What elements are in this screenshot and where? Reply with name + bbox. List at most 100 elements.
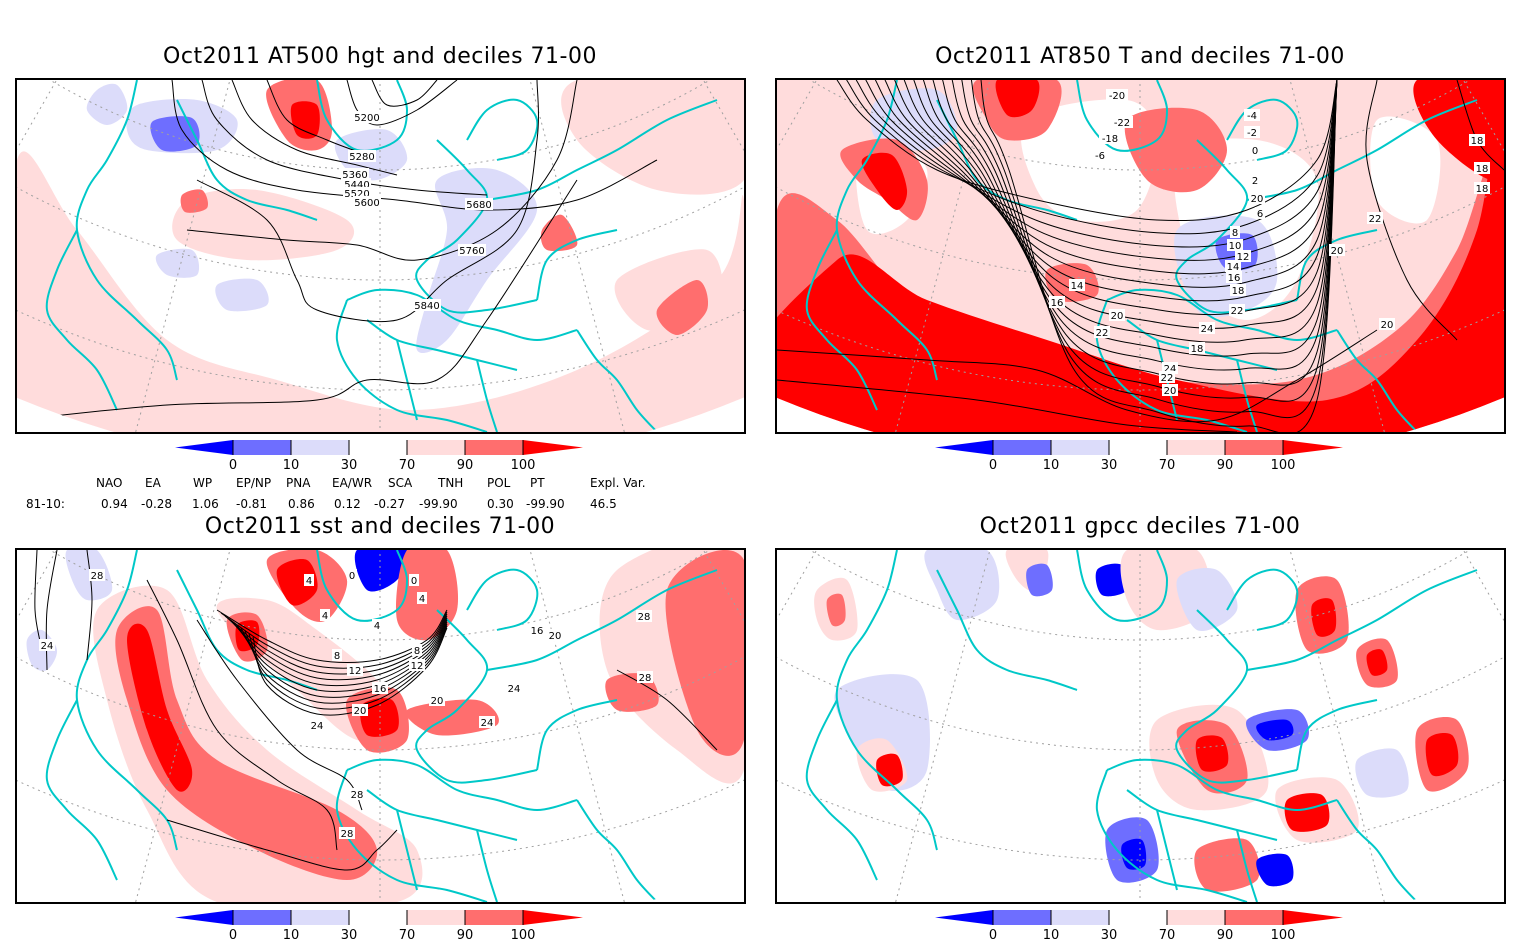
panel-title-t850: Oct2011 AT850 T and deciles 71-00 bbox=[935, 44, 1345, 69]
contour-line bbox=[980, 80, 1338, 432]
contour-line bbox=[777, 379, 1238, 432]
contour-label: 20 bbox=[354, 706, 367, 717]
coastline bbox=[366, 789, 518, 841]
contour-line bbox=[166, 819, 398, 871]
contour-label: 20 bbox=[1381, 320, 1394, 331]
decile-below-0-region bbox=[1256, 853, 1294, 887]
contour-line bbox=[855, 80, 1338, 248]
contour-label: 12 bbox=[349, 666, 362, 677]
map-layer bbox=[777, 550, 1504, 902]
contour-label-bg bbox=[1230, 284, 1246, 296]
decile-above-100-region bbox=[777, 80, 1504, 432]
coastline bbox=[536, 699, 618, 771]
contour-label-bg bbox=[1255, 207, 1265, 219]
contour-label-bg bbox=[1244, 126, 1260, 138]
coastline bbox=[1236, 829, 1258, 902]
decile-above-100-region bbox=[1284, 793, 1330, 832]
colorbar-tick-label: 100 bbox=[1271, 928, 1296, 942]
colorbar-tick-label: 0 bbox=[989, 458, 997, 473]
contour-label-bg bbox=[347, 664, 363, 676]
contour-label-bg bbox=[353, 196, 381, 208]
colorbar-tick-label: 0 bbox=[989, 928, 997, 942]
coastline bbox=[1095, 769, 1248, 902]
coastline bbox=[1246, 99, 1478, 201]
contour-label: 5440 bbox=[344, 180, 369, 191]
contour-label: 28 bbox=[639, 673, 652, 684]
colorbar-hgt500: 0 10 30 70 90 100 bbox=[175, 438, 595, 473]
decile-10-30-region bbox=[924, 550, 1000, 621]
colorbar-segment-above-100 bbox=[523, 440, 583, 455]
colorbar-segment-below-0 bbox=[175, 440, 233, 455]
coastline bbox=[415, 139, 538, 314]
teleconnection-header: PNA bbox=[286, 476, 311, 490]
map-panel-hgt500: 5200 5280 5360 5440 5520 5600 5680 5760 5840 bbox=[15, 78, 746, 434]
contour-label-bg bbox=[1199, 322, 1215, 334]
contour-label-bg bbox=[89, 569, 105, 581]
colorbar-segment-90-100 bbox=[1225, 440, 1283, 455]
graticule-parallel bbox=[17, 80, 744, 171]
coastline bbox=[536, 229, 618, 301]
contour-label-bg bbox=[352, 704, 368, 716]
contour-label-bg bbox=[1069, 279, 1085, 291]
contour-label: 24 bbox=[311, 721, 324, 732]
contour-label-bg bbox=[339, 827, 355, 839]
contour-label-bg bbox=[1225, 260, 1241, 272]
colorbar-segment-below-0 bbox=[935, 910, 993, 925]
contour-line bbox=[186, 80, 578, 261]
contour-label: 24 bbox=[1201, 324, 1214, 335]
contour-label-bg bbox=[529, 624, 545, 636]
colorbar-segment-10-30 bbox=[291, 440, 349, 455]
contour-line bbox=[777, 329, 1378, 423]
contour-line bbox=[922, 80, 1338, 343]
contour-line bbox=[970, 80, 1338, 419]
colorbar-tick-label: 30 bbox=[1101, 928, 1118, 942]
colorbar-tick-label: 100 bbox=[511, 458, 536, 473]
decile-below-0-region bbox=[354, 550, 410, 592]
coastline bbox=[1076, 80, 1169, 152]
coastline bbox=[45, 229, 118, 411]
colorbar-segment-90-100 bbox=[1225, 910, 1283, 925]
contour-label: 14 bbox=[1227, 262, 1240, 273]
colorbar-segment-30-70 bbox=[349, 910, 407, 925]
contour-label: 4 bbox=[374, 621, 380, 632]
coastline bbox=[1336, 329, 1418, 432]
contour-line bbox=[86, 550, 93, 661]
contour-label-bg bbox=[1230, 226, 1240, 238]
contour-label-bg bbox=[1227, 239, 1243, 251]
coastline bbox=[1336, 799, 1418, 902]
colorbar-tick-label: 10 bbox=[1043, 928, 1060, 942]
teleconnection-value: 1.06 bbox=[192, 497, 219, 511]
coastline bbox=[486, 99, 718, 201]
colorbar-segment-30-70 bbox=[1109, 440, 1167, 455]
colorbar-segment-0-10 bbox=[233, 910, 291, 925]
colorbar-segment-below-0 bbox=[175, 910, 233, 925]
teleconnection-value: -99.90 bbox=[419, 497, 458, 511]
decile-90-100-region bbox=[405, 699, 499, 736]
colorbar-segment-10-30 bbox=[291, 910, 349, 925]
coastline bbox=[346, 758, 578, 812]
contour-label: 20 bbox=[431, 696, 444, 707]
decile-30-70-region bbox=[1020, 99, 1158, 222]
contour-label-bg bbox=[1244, 109, 1260, 121]
colorbar-tick-label: 100 bbox=[511, 928, 536, 942]
contour-line bbox=[616, 669, 718, 751]
colorbar-segment-above-100 bbox=[523, 910, 583, 925]
colorbar-segment-0-10 bbox=[993, 440, 1051, 455]
map-layer: -20-22-18-6-4-20246810121416182022241416… bbox=[777, 80, 1504, 432]
colorbar-segment-90-100 bbox=[465, 440, 523, 455]
contour-label-bg bbox=[506, 682, 522, 694]
decile-70-90-region bbox=[561, 80, 744, 195]
decile-70-90-region bbox=[17, 151, 744, 432]
decile-above-100-region bbox=[290, 101, 320, 139]
contour-line bbox=[951, 80, 1338, 386]
contour-line bbox=[231, 80, 398, 176]
teleconnection-value: -0.81 bbox=[236, 497, 268, 511]
coastline bbox=[576, 329, 658, 432]
contour-label: 5680 bbox=[466, 200, 491, 211]
coastline bbox=[1156, 809, 1178, 891]
contour-label: 8 bbox=[414, 646, 420, 657]
contour-label-bg bbox=[347, 569, 357, 581]
decile-below-0-region bbox=[1256, 719, 1294, 741]
